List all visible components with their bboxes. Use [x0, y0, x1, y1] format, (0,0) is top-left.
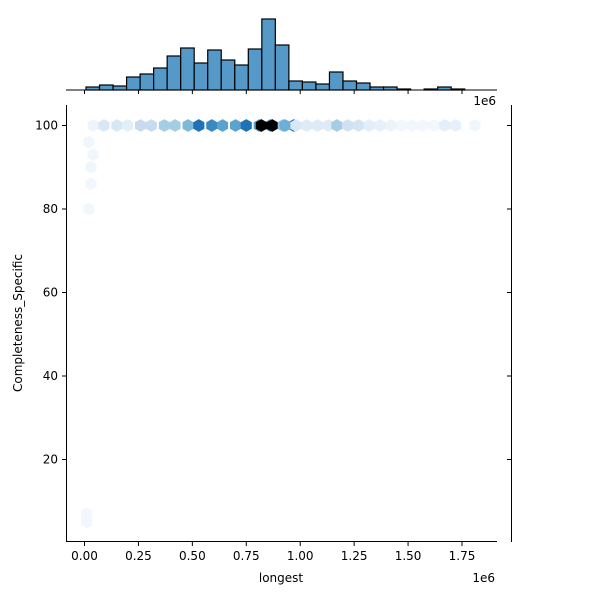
hexbin-cell: [352, 119, 364, 132]
histogram-bar: [207, 49, 222, 91]
x-tick-label: 0.00: [71, 549, 98, 563]
histogram-bar: [274, 44, 290, 91]
histogram-bar: [301, 81, 317, 91]
hexbin-cell: [363, 119, 375, 132]
histogram-bar: [234, 64, 249, 91]
histogram-bar: [98, 84, 114, 91]
hexbin-cell: [122, 119, 134, 132]
hexbin-cell: [217, 119, 229, 132]
top-marginal-offset-label: 1e6: [473, 94, 496, 108]
hexbin-cell: [322, 119, 334, 132]
hexbin-cell: [87, 119, 99, 132]
histogram-bar: [180, 47, 195, 91]
hexbin-cell: [450, 119, 462, 132]
hexbin-cell: [135, 119, 147, 132]
x-tick-label: 0.50: [179, 549, 206, 563]
hexbin-cell: [342, 119, 354, 132]
hexbin-cell: [374, 119, 386, 132]
hexbin-cell: [98, 119, 110, 132]
y-axis-ticks: 20 40 60 80 100: [35, 119, 66, 467]
y-tick-label: 60: [43, 286, 58, 300]
histogram-bar: [166, 55, 182, 91]
hexbin-cell: [111, 119, 123, 132]
top-marginal-ticks: [84, 90, 463, 94]
hexbin-cell: [240, 119, 252, 132]
histogram-bar: [355, 82, 371, 91]
hexbin-cell: [182, 119, 194, 132]
histogram-bar: [328, 71, 344, 91]
histogram-bar: [288, 80, 304, 91]
x-tick-label: 1.75: [449, 549, 476, 563]
hexbin-cell: [331, 119, 343, 132]
hexbin-cell: [255, 119, 267, 132]
hexbin-cell: [193, 119, 205, 132]
hexbin-cell: [311, 119, 323, 132]
hexbin-cell: [290, 119, 302, 132]
hexbin-cell: [169, 119, 181, 132]
hexbin-cell: [83, 202, 95, 216]
hexbin-cell: [87, 148, 99, 162]
hexbin-cell: [145, 119, 157, 132]
hexbin-cell: [279, 119, 291, 132]
hexbin-cell: [81, 507, 93, 521]
y-axis-label: Completeness_Specific: [11, 254, 25, 392]
hexbin-cell: [385, 119, 397, 132]
y-tick-label: 20: [43, 453, 58, 467]
top-marginal-histogram: [85, 18, 466, 91]
histogram-bar: [139, 73, 155, 91]
histogram-bar: [112, 85, 128, 91]
hexbin-cell: [428, 119, 440, 132]
x-tick-label: 0.25: [125, 549, 152, 563]
x-axis-offset-label: 1e6: [472, 571, 495, 585]
hexbin-cell: [266, 119, 278, 132]
histogram-bar: [125, 76, 141, 91]
x-tick-label: 1.50: [395, 549, 422, 563]
histogram-bar: [315, 83, 331, 91]
y-tick-label: 100: [35, 119, 58, 133]
hexbin-cell: [396, 119, 408, 132]
x-tick-label: 0.75: [233, 549, 260, 563]
histogram-bar: [153, 67, 168, 91]
hexbin-cell: [81, 515, 93, 529]
hexbin-cell: [406, 119, 418, 132]
hexbin-cell: [301, 119, 313, 132]
x-axis-label: longest: [259, 571, 304, 585]
hexbin-cell: [417, 119, 429, 132]
hexbin-cell: [469, 119, 481, 132]
histogram-bar: [261, 18, 276, 91]
histogram-bar: [342, 80, 358, 91]
hexbin-cell: [230, 119, 241, 132]
x-tick-label: 1.25: [341, 549, 368, 563]
hexbin-layer: [81, 119, 481, 529]
hexbin-cell: [158, 119, 170, 132]
histogram-bar: [193, 62, 209, 91]
y-tick-label: 40: [43, 369, 58, 383]
x-tick-label: 1.00: [287, 549, 314, 563]
hexbin-cell: [206, 119, 218, 132]
y-tick-label: 80: [43, 202, 58, 216]
hexbin-cell: [439, 119, 451, 132]
hexbin-cell: [83, 135, 95, 149]
histogram-bar: [220, 59, 236, 91]
hexbin-cell: [85, 177, 97, 191]
right-marginal-ticks: [507, 125, 511, 460]
histogram-bar: [247, 48, 263, 91]
hexbin-cell: [85, 160, 97, 174]
x-axis-ticks: 0.00 0.25 0.50 0.75 1.00 1.25 1.50 1.75: [71, 542, 475, 563]
